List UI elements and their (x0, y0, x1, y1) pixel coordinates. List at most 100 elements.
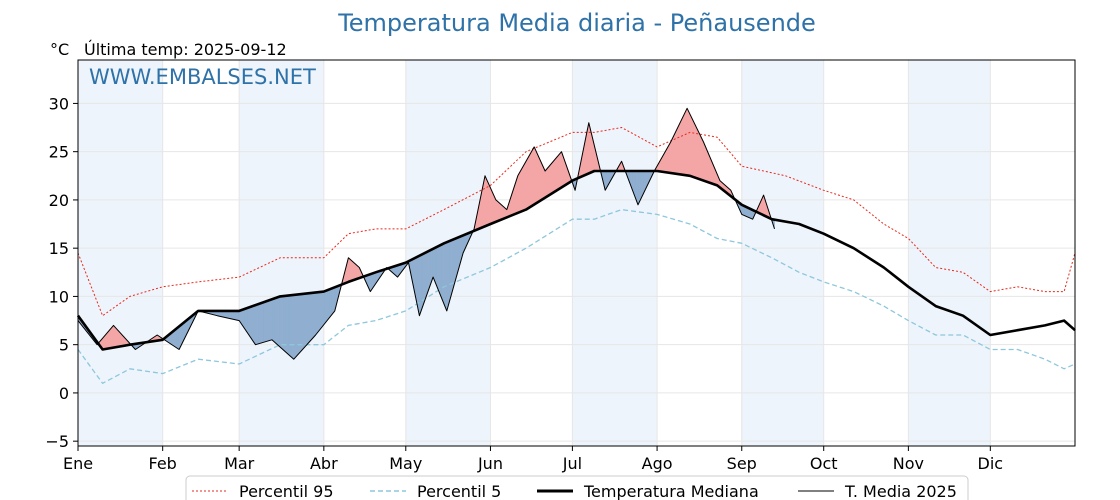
anomaly-fill-below (285, 295, 289, 355)
anomaly-fill-below (282, 295, 286, 353)
x-tick-label: Jun (477, 454, 503, 473)
watermark: WWW.EMBALSES.NET (89, 65, 316, 89)
y-tick-label: 15 (49, 239, 69, 258)
x-tick-label: Sep (727, 454, 757, 473)
anomaly-fill-below (252, 304, 256, 346)
anomaly-fill-above (700, 136, 704, 181)
series-line-p5 (77, 208, 1076, 384)
x-tick-label: Ene (63, 454, 93, 473)
x-tick-label: Mar (224, 454, 255, 473)
anomaly-fill-above (686, 108, 691, 177)
legend-label-current: T. Media 2025 (844, 482, 957, 500)
anomaly-fill-below (326, 289, 330, 322)
anomaly-fill-above (536, 152, 540, 204)
anomaly-fill-below (304, 293, 308, 348)
anomaly-fill-above (350, 259, 355, 282)
x-tick-label: Dic (978, 454, 1004, 473)
y-tick-label: 10 (49, 287, 69, 306)
anomaly-fill-above (348, 257, 352, 283)
month-band (908, 60, 991, 446)
anomaly-fill-below (233, 310, 237, 321)
anomaly-fill-below (255, 303, 259, 346)
anomaly-fill-below (443, 241, 448, 311)
anomaly-fill-below (315, 291, 319, 336)
y-tick-label: 25 (49, 143, 69, 162)
legend-label-p95: Percentil 95 (239, 482, 334, 500)
anomaly-fill-below (279, 295, 284, 351)
anomaly-fill-below (268, 298, 273, 341)
anomaly-fill-above (697, 130, 702, 181)
anomaly-fill-below (446, 240, 450, 311)
anomaly-fill-below (260, 301, 264, 344)
anomaly-fill-below (331, 286, 336, 316)
anomaly-fill-above (550, 160, 554, 195)
anomaly-fill-below (258, 302, 262, 345)
anomaly-fill-below (318, 291, 322, 333)
anomaly-fill-above (495, 199, 499, 223)
anomaly-fill-below (236, 310, 240, 321)
anomaly-fill-below (293, 294, 297, 360)
anomaly-fill-below (247, 306, 251, 338)
anomaly-fill-above (555, 154, 559, 192)
y-tick-label: 5 (59, 336, 69, 355)
x-tick-label: Abr (310, 454, 338, 473)
month-band (572, 60, 658, 446)
series-line-current (77, 107, 775, 360)
x-tick-label: Nov (893, 454, 924, 473)
anomaly-fill-above (689, 113, 693, 178)
legend: Percentil 95 Percentil 5 Temperatura Med… (185, 475, 969, 500)
x-tick-label: May (389, 454, 422, 473)
anomaly-fill-below (249, 305, 254, 342)
anomaly-fill-below (266, 299, 270, 342)
anomaly-fill-below (288, 294, 292, 358)
anomaly-fill-below (301, 293, 305, 351)
anomaly-fill-below (323, 290, 327, 326)
anomaly-fill-below (441, 242, 445, 305)
anomaly-fill-above (675, 125, 680, 175)
anomaly-fill-above (684, 108, 688, 176)
anomaly-fill-below (290, 294, 295, 360)
month-band (78, 60, 163, 446)
anomaly-fill-below (274, 297, 278, 346)
anomaly-fill-above (498, 201, 502, 222)
anomaly-fill-above (487, 181, 491, 226)
anomaly-fill-below (419, 253, 423, 316)
legend-label-p5: Percentil 5 (417, 482, 501, 500)
y-tick-label: 0 (59, 384, 69, 403)
anomaly-fill-above (525, 155, 529, 211)
anomaly-fill-above (517, 170, 521, 214)
month-band (239, 60, 324, 446)
series-line-p95 (77, 127, 1076, 317)
anomaly-fill-above (544, 167, 549, 199)
x-tick-label: Ago (642, 454, 673, 473)
legend-label-median: Temperatura Mediana (583, 482, 759, 500)
anomaly-fill-below (263, 300, 267, 343)
anomaly-fill-above (558, 150, 562, 190)
y-unit-label: °C (50, 40, 69, 59)
anomaly-fill-above (673, 130, 677, 175)
anomaly-fill-above (528, 150, 532, 209)
series-line-median (76, 169, 1076, 351)
chart-title: Temperatura Media diaria - Peñausende (337, 9, 816, 37)
anomaly-fill-below (277, 296, 281, 348)
anomaly-fill-above (520, 165, 524, 213)
y-tick-label: 30 (49, 94, 69, 113)
anomaly-fill-above (692, 119, 696, 179)
x-tick-label: Jul (562, 454, 582, 473)
anomaly-fill-above (484, 175, 488, 227)
anomaly-fill-above (553, 157, 557, 193)
anomaly-fill-below (309, 292, 314, 342)
anomaly-fill-above (531, 145, 535, 207)
last-temp-label: Última temp: 2025-09-12 (84, 40, 287, 59)
anomaly-fill-below (271, 298, 275, 343)
x-tick-label: Feb (149, 454, 177, 473)
anomaly-fill-above (678, 119, 682, 175)
x-tick-label: Oct (810, 454, 838, 473)
anomaly-fill-below (307, 292, 311, 345)
y-tick-label: −5 (45, 432, 69, 451)
anomaly-fill-above (681, 113, 685, 176)
y-tick-label: 20 (49, 191, 69, 210)
anomaly-fill-below (320, 291, 325, 329)
anomaly-fill-above (547, 163, 551, 197)
